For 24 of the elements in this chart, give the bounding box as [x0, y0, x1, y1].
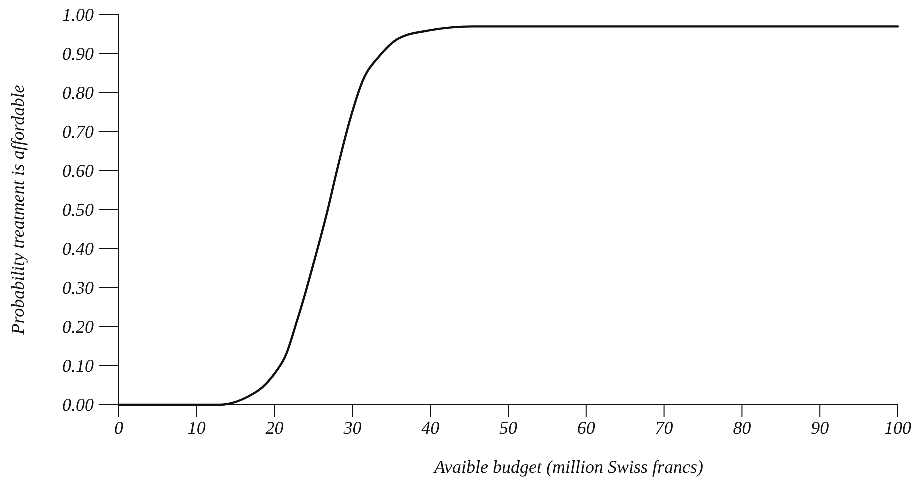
y-tick-label: 1.00	[62, 4, 94, 25]
y-tick-label: 0.70	[62, 122, 94, 142]
x-tick-label: 0	[114, 418, 124, 438]
x-axis-title: Avaible budget (million Swiss francs)	[434, 457, 704, 477]
x-tick-label: 100	[884, 418, 912, 438]
x-tick-label: 70	[655, 418, 674, 438]
y-tick-label: 0.50	[62, 200, 94, 220]
y-tick-label: 0.20	[62, 316, 94, 337]
y-tick-label: 0.80	[62, 82, 94, 103]
y-tick-label: 0.40	[62, 238, 94, 259]
x-tick-label: 60	[577, 418, 596, 438]
y-tick-label: 0.00	[62, 394, 94, 415]
x-tick-label: 90	[811, 418, 830, 438]
x-tick-label: 30	[342, 418, 362, 438]
x-tick-label: 40	[422, 418, 440, 438]
y-tick-label: 0.60	[62, 160, 94, 181]
x-tick-label: 10	[188, 418, 206, 438]
x-tick-label: 20	[266, 418, 284, 438]
y-tick-label: 0.10	[62, 356, 94, 376]
y-tick-label: 0.30	[62, 278, 94, 298]
x-tick-label: 50	[500, 418, 518, 438]
x-tick-label: 80	[733, 418, 752, 438]
y-tick-label: 0.90	[62, 44, 94, 64]
y-axis-title: Probability treatment is affordable	[8, 85, 28, 336]
